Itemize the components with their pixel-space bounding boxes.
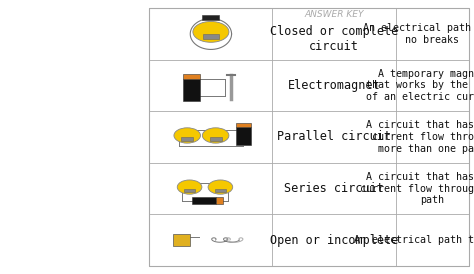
Circle shape	[177, 180, 202, 194]
Bar	[210, 137, 222, 141]
Text: A circuit that has its
current flow through
more than one path: A circuit that has its current flow thro…	[366, 120, 474, 154]
Bar	[183, 79, 201, 101]
Bar	[173, 234, 190, 246]
Circle shape	[174, 128, 201, 143]
Text: ANSWER KEY: ANSWER KEY	[304, 10, 364, 19]
Text: An electrical path that is: An electrical path that is	[355, 235, 474, 245]
Bar	[149, 8, 469, 266]
Circle shape	[202, 128, 229, 143]
Text: Closed or complete
circuit: Closed or complete circuit	[270, 25, 398, 53]
Bar	[202, 15, 219, 20]
Bar	[236, 127, 251, 145]
Circle shape	[208, 180, 233, 194]
Bar	[216, 197, 223, 204]
Bar	[192, 197, 216, 204]
Bar	[203, 34, 219, 39]
Circle shape	[193, 21, 229, 42]
Bar	[215, 189, 226, 192]
Text: A circuit that has its
current flow through one
path: A circuit that has its current flow thro…	[360, 172, 474, 205]
Bar	[181, 137, 193, 141]
Bar	[184, 189, 195, 192]
Text: Series circuit: Series circuit	[284, 182, 384, 195]
Text: An electrical path with
no breaks: An electrical path with no breaks	[364, 23, 474, 45]
Bar	[236, 123, 251, 127]
Bar	[183, 74, 201, 79]
Text: A temporary magnet
that works by the flow
of an electric current: A temporary magnet that works by the flo…	[366, 69, 474, 102]
Text: Parallel circuit: Parallel circuit	[277, 130, 391, 144]
Text: Electromagnet: Electromagnet	[288, 79, 381, 92]
Text: Open or incomplete: Open or incomplete	[270, 233, 398, 247]
